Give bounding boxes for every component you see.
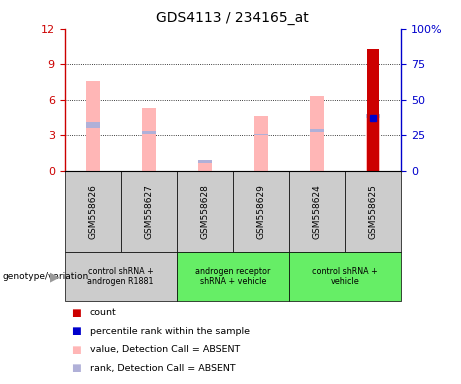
- Bar: [65, 252, 177, 301]
- Text: control shRNA +
vehicle: control shRNA + vehicle: [312, 267, 378, 286]
- Text: value, Detection Call = ABSENT: value, Detection Call = ABSENT: [90, 345, 240, 354]
- Bar: [233, 171, 289, 252]
- Bar: [289, 252, 401, 301]
- Bar: [366, 114, 380, 171]
- Text: GSM558628: GSM558628: [200, 184, 209, 238]
- Text: androgen receptor
shRNA + vehicle: androgen receptor shRNA + vehicle: [195, 267, 271, 286]
- Bar: [65, 171, 121, 252]
- Text: control shRNA +
androgen R1881: control shRNA + androgen R1881: [88, 267, 154, 286]
- Bar: [86, 122, 100, 171]
- Bar: [310, 96, 324, 171]
- Bar: [198, 164, 212, 171]
- Text: GSM558629: GSM558629: [256, 184, 266, 238]
- Title: GDS4113 / 234165_at: GDS4113 / 234165_at: [156, 11, 309, 25]
- Text: count: count: [90, 308, 117, 318]
- Bar: [254, 134, 268, 171]
- Bar: [310, 132, 324, 171]
- Text: ■: ■: [71, 308, 81, 318]
- Text: percentile rank within the sample: percentile rank within the sample: [90, 327, 250, 336]
- Bar: [198, 160, 212, 171]
- Bar: [86, 128, 100, 171]
- Bar: [310, 129, 324, 171]
- Bar: [86, 81, 100, 171]
- Text: ■: ■: [71, 363, 81, 373]
- Bar: [254, 116, 268, 171]
- Text: rank, Detection Call = ABSENT: rank, Detection Call = ABSENT: [90, 364, 236, 373]
- Bar: [177, 171, 233, 252]
- Bar: [142, 108, 156, 171]
- Text: GSM558625: GSM558625: [368, 184, 378, 238]
- Text: ■: ■: [71, 326, 81, 336]
- Text: ■: ■: [71, 345, 81, 355]
- Text: GSM558626: GSM558626: [88, 184, 97, 238]
- Text: GSM558624: GSM558624: [313, 184, 321, 238]
- Bar: [198, 163, 212, 171]
- Bar: [345, 171, 401, 252]
- Bar: [142, 131, 156, 171]
- Text: ▶: ▶: [50, 270, 59, 283]
- Bar: [177, 252, 289, 301]
- Bar: [366, 118, 380, 171]
- Text: GSM558627: GSM558627: [144, 184, 153, 238]
- Bar: [121, 171, 177, 252]
- Bar: [289, 171, 345, 252]
- Bar: [366, 49, 379, 171]
- Bar: [254, 136, 268, 171]
- Bar: [142, 134, 156, 171]
- Text: genotype/variation: genotype/variation: [2, 272, 89, 281]
